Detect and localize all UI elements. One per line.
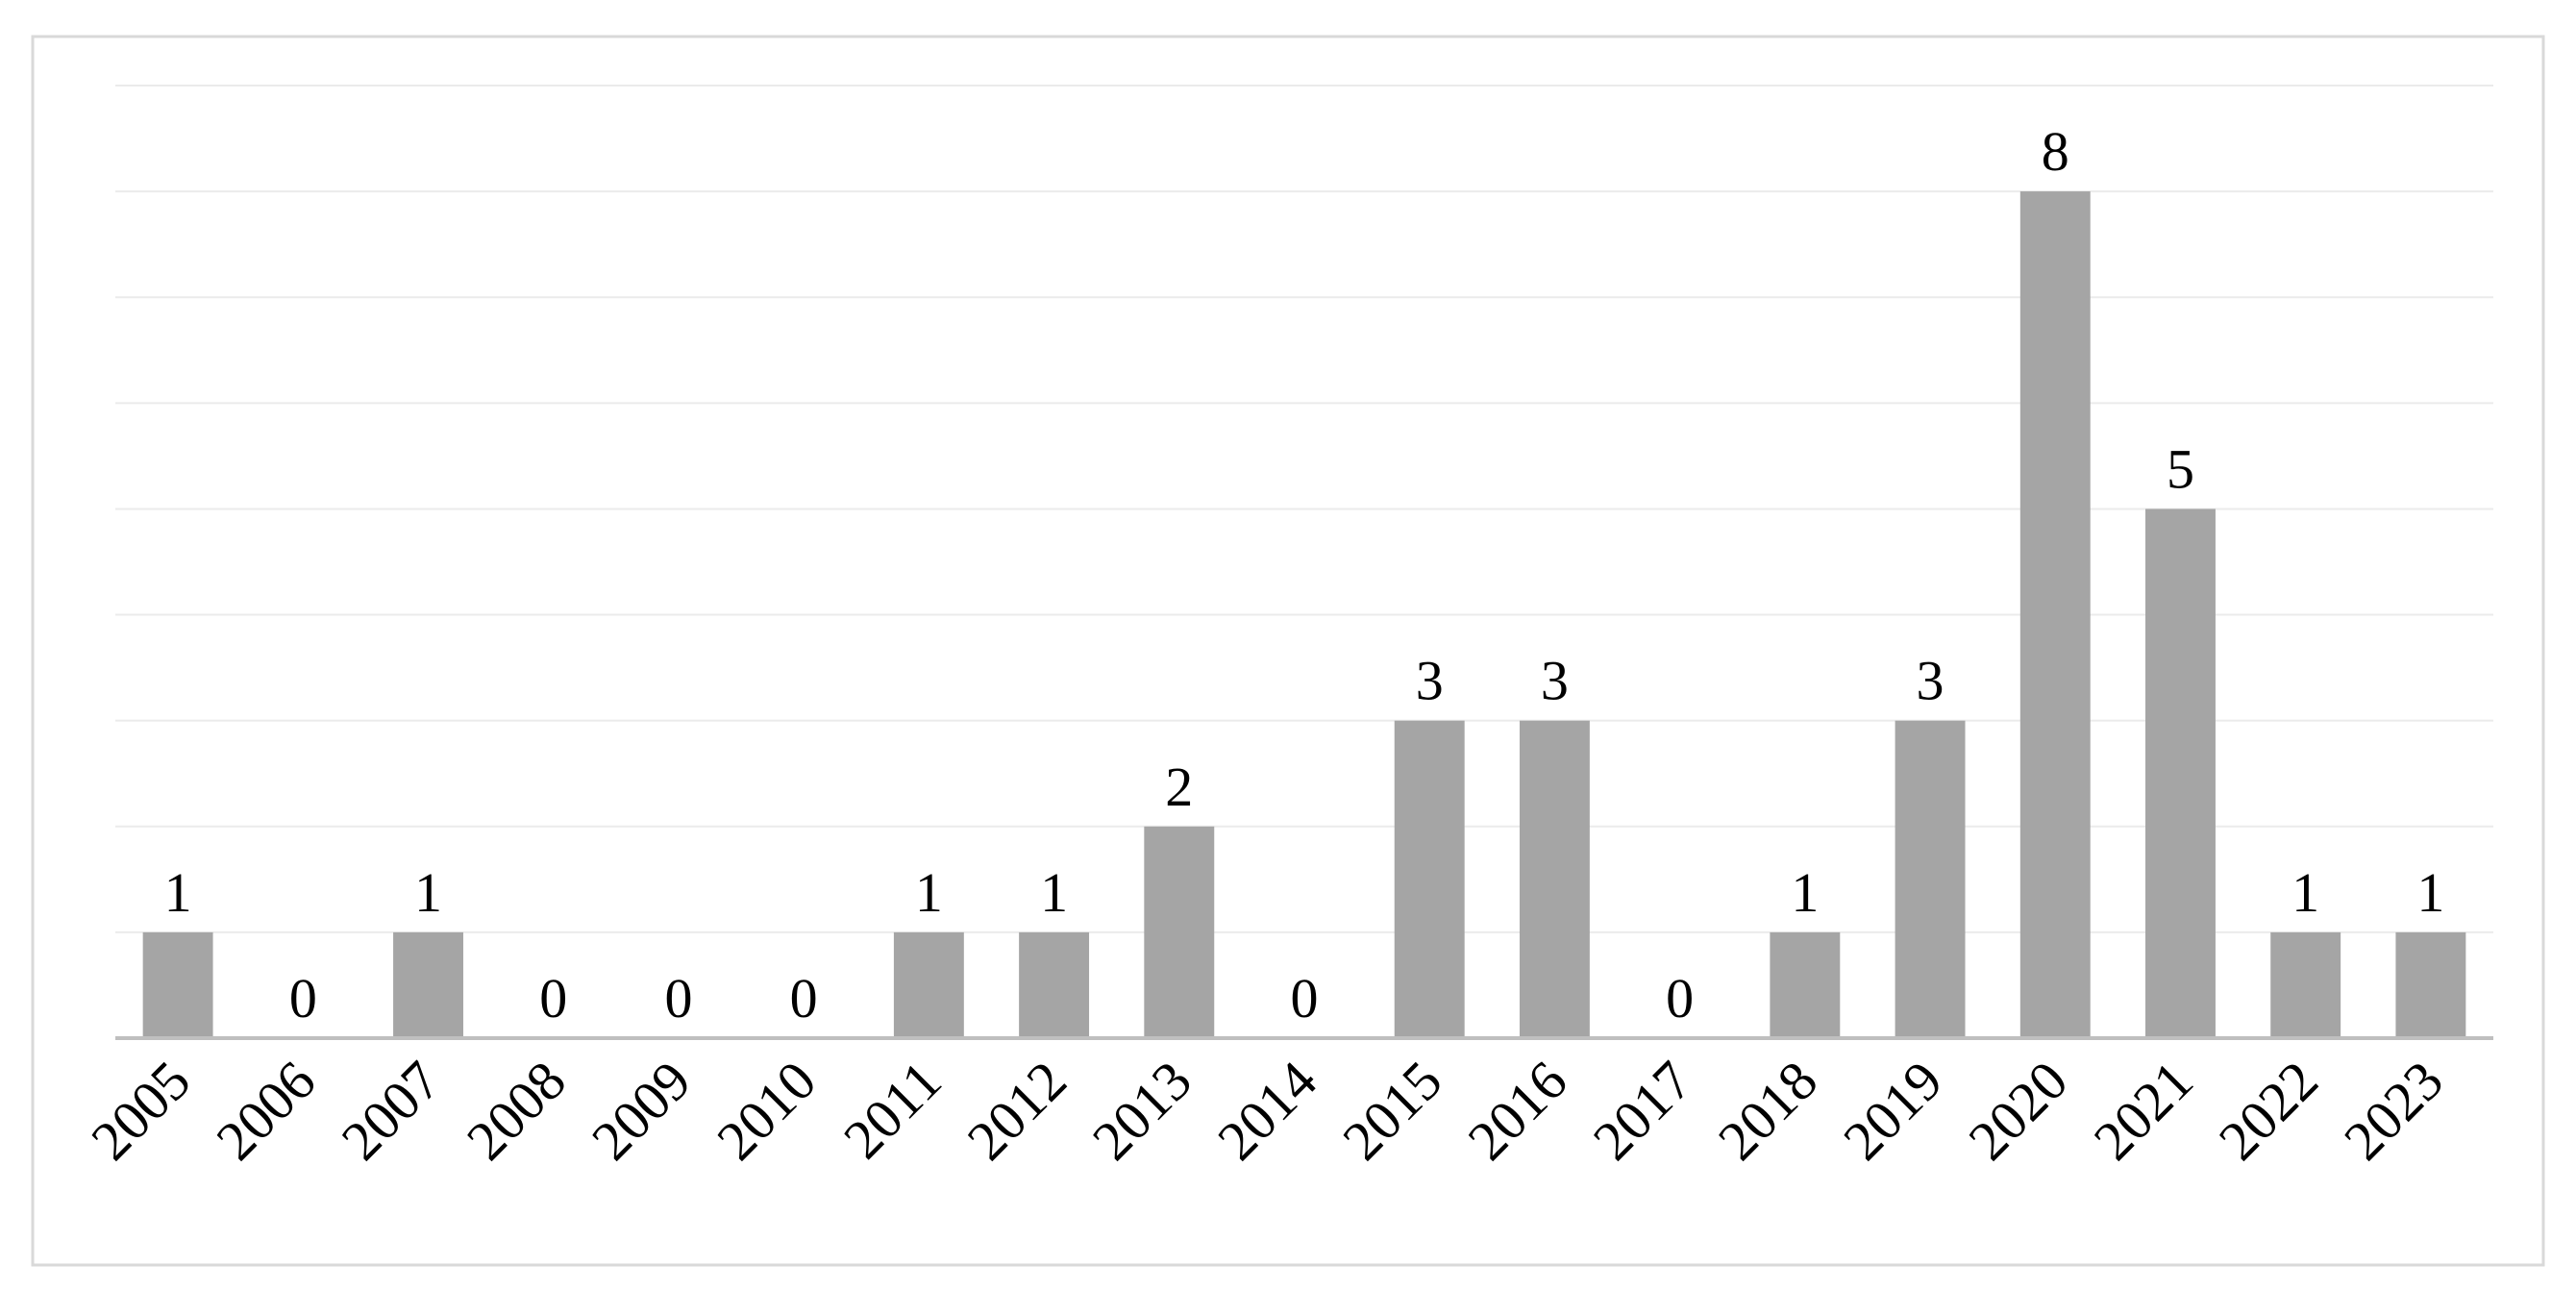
data-label: 3 bbox=[1541, 650, 1569, 712]
data-label: 0 bbox=[664, 967, 692, 1030]
data-label: 1 bbox=[414, 861, 442, 924]
bar bbox=[2019, 191, 2091, 1039]
data-label: 8 bbox=[2042, 120, 2069, 183]
data-label: 0 bbox=[1666, 967, 1694, 1030]
bar bbox=[1770, 931, 1841, 1038]
bar bbox=[1144, 826, 1215, 1038]
bar bbox=[893, 931, 964, 1038]
data-label: 0 bbox=[1291, 967, 1319, 1030]
data-label: 3 bbox=[1917, 650, 1944, 712]
data-label: 1 bbox=[2291, 861, 2319, 924]
bar bbox=[393, 931, 463, 1038]
data-label: 1 bbox=[2416, 861, 2444, 924]
bar bbox=[1019, 931, 1090, 1038]
bar bbox=[1394, 720, 1465, 1038]
data-label: 1 bbox=[1040, 861, 1068, 924]
data-label: 5 bbox=[2167, 437, 2194, 500]
bar bbox=[2395, 931, 2466, 1038]
data-label: 1 bbox=[915, 861, 943, 924]
bar bbox=[1895, 720, 1966, 1038]
bar bbox=[142, 931, 213, 1038]
data-label: 2 bbox=[1165, 756, 1193, 818]
data-label: 1 bbox=[164, 861, 192, 924]
chart-border bbox=[31, 35, 2545, 1267]
data-label: 0 bbox=[539, 967, 567, 1030]
data-label: 1 bbox=[1791, 861, 1819, 924]
bar bbox=[2270, 931, 2341, 1038]
data-label: 0 bbox=[289, 967, 317, 1030]
data-label: 0 bbox=[790, 967, 818, 1030]
bar bbox=[1519, 720, 1590, 1038]
bar bbox=[2145, 509, 2216, 1038]
data-label: 3 bbox=[1416, 650, 1444, 712]
